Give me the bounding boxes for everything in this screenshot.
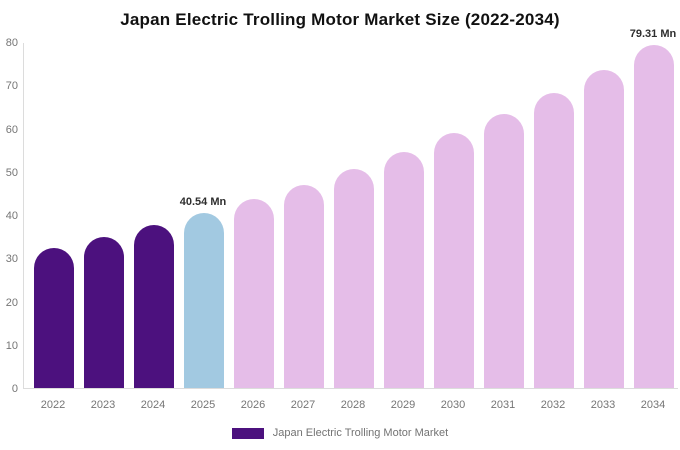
y-tick-label-40: 40 xyxy=(5,210,18,222)
y-tick-label-20: 20 xyxy=(5,296,18,309)
bar-2028[interactable] xyxy=(334,168,374,388)
x-tick-label-2033: 2033 xyxy=(590,399,616,411)
bar-2029[interactable] xyxy=(384,151,424,388)
y-tick-label-10: 10 xyxy=(5,339,18,352)
bar-2027[interactable] xyxy=(284,184,324,388)
data-label-2034: 79.31 Mn xyxy=(629,27,677,40)
plot-area xyxy=(23,43,678,389)
x-tick-label-2027: 2027 xyxy=(290,399,316,411)
legend-label: Japan Electric Trolling Motor Market xyxy=(272,427,449,439)
bar-2025[interactable] xyxy=(184,212,224,388)
bar-2031[interactable] xyxy=(484,113,524,388)
chart-title: Japan Electric Trolling Motor Market Siz… xyxy=(120,10,560,29)
y-tick-label-50: 50 xyxy=(5,166,18,179)
x-tick-label-2022: 2022 xyxy=(40,399,66,411)
bar-2023[interactable] xyxy=(84,237,124,388)
y-tick-label-70: 70 xyxy=(5,80,18,93)
x-tick-label-2029: 2029 xyxy=(390,399,416,411)
bar-2026[interactable] xyxy=(234,199,274,388)
x-tick-label-2034: 2034 xyxy=(640,399,666,411)
x-tick-label-2028: 2028 xyxy=(340,399,366,411)
y-tick-label-0: 0 xyxy=(11,383,18,395)
x-tick-label-2031: 2031 xyxy=(490,399,516,411)
bar-2032[interactable] xyxy=(534,92,574,388)
x-tick-label-2030: 2030 xyxy=(440,399,466,411)
y-tick-label-60: 60 xyxy=(5,123,18,136)
x-tick-label-2024: 2024 xyxy=(140,399,166,411)
bar-2022[interactable] xyxy=(34,247,74,388)
x-tick-label-2032: 2032 xyxy=(540,399,566,411)
x-tick-label-2023: 2023 xyxy=(90,399,116,411)
x-tick-label-2026: 2026 xyxy=(240,399,266,411)
x-tick-label-2025: 2025 xyxy=(190,399,216,411)
y-tick-label-80: 80 xyxy=(5,37,18,49)
bar-2030[interactable] xyxy=(434,133,474,388)
bar-2034[interactable] xyxy=(634,45,674,388)
y-tick-label-30: 30 xyxy=(5,253,18,266)
bar-2024[interactable] xyxy=(134,225,174,388)
legend-swatch xyxy=(231,427,264,439)
bar-2033[interactable] xyxy=(584,69,624,388)
legend[interactable]: Japan Electric Trolling Motor Market xyxy=(0,427,680,439)
data-label-2025: 40.54 Mn xyxy=(179,195,227,208)
